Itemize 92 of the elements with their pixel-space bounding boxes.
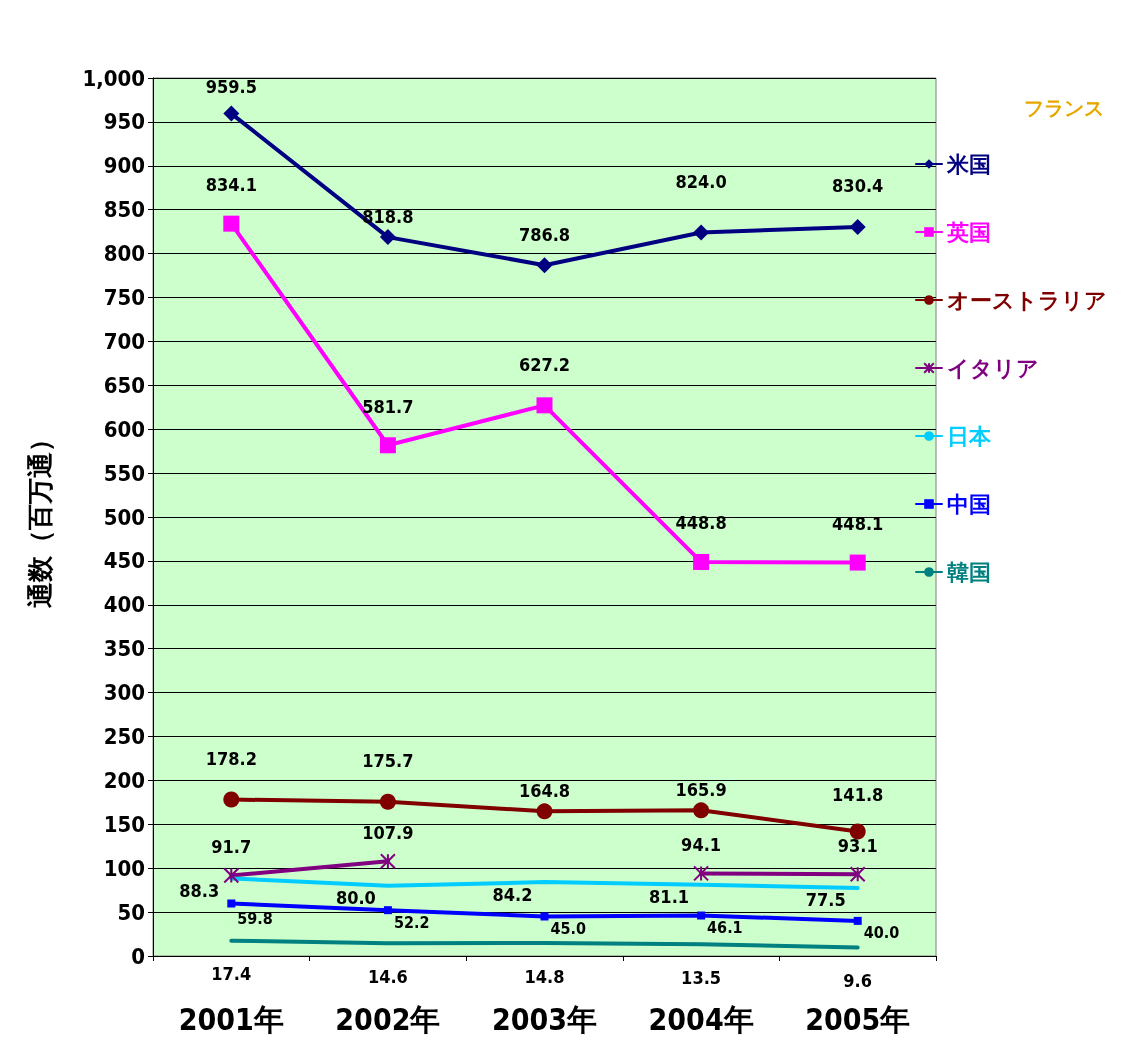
line-series (229, 938, 860, 950)
point (849, 218, 866, 235)
data-label: 627.2 (518, 353, 571, 375)
text: フランス (1024, 96, 1104, 120)
legend-label: イタリア (947, 355, 1039, 381)
point (693, 224, 710, 241)
y-tick-label: 700 (103, 328, 145, 354)
data-label: 77.5 (805, 889, 846, 911)
point (540, 912, 549, 921)
data-label: 14.8 (524, 965, 565, 987)
line-series (229, 876, 860, 890)
y-tick-label: 100 (103, 855, 145, 881)
y-tick-label: 450 (103, 548, 145, 574)
y-tick-label: 600 (103, 416, 145, 442)
point (853, 916, 862, 925)
data-label: 45.0 (550, 918, 587, 938)
point (849, 554, 866, 571)
point (849, 866, 866, 883)
data-label: 9.6 (843, 970, 873, 992)
data-label: 93.1 (837, 834, 878, 856)
data-label: 818.8 (362, 205, 414, 227)
point (223, 867, 240, 884)
point (693, 553, 710, 570)
data-label: 164.8 (518, 779, 571, 801)
point (693, 802, 710, 819)
data-label: 581.7 (362, 395, 414, 417)
data-label: 84.2 (492, 883, 533, 905)
y-tick-label: 300 (103, 680, 145, 706)
y-tick-label: 350 (103, 636, 145, 662)
y-tick-label: 550 (103, 460, 145, 486)
x-tick-label: 2001年 (178, 1001, 284, 1037)
data-label: 141.8 (832, 784, 884, 805)
y-tick-label: 900 (103, 153, 145, 179)
point (379, 853, 396, 870)
data-label: 824.0 (675, 171, 727, 193)
y-tick-label: 1,000 (82, 65, 145, 91)
legend-label: 英国 (946, 219, 991, 245)
y-tick-label: 200 (103, 767, 145, 793)
x-tick-label: 2005年 (805, 1001, 911, 1037)
y-tick-label: 150 (103, 811, 145, 837)
data-label: 175.7 (362, 750, 414, 772)
data-label: 165.9 (675, 778, 727, 800)
point (536, 257, 553, 274)
point (223, 791, 240, 808)
legend-label: オーストラリア (947, 287, 1107, 313)
point (383, 906, 392, 915)
legend-label: 米国 (946, 151, 991, 177)
point (379, 793, 396, 810)
y-tick-label: 250 (103, 724, 145, 749)
point (227, 899, 236, 908)
data-label: 14.6 (367, 965, 408, 987)
point (223, 105, 240, 122)
data-label: 94.1 (681, 833, 722, 855)
y-tick-label: 750 (103, 285, 145, 310)
point (379, 437, 396, 454)
data-label: 786.8 (518, 223, 571, 245)
x-tick-label: 2002年 (335, 1001, 441, 1037)
point (223, 215, 240, 232)
data-label: 52.2 (393, 912, 430, 932)
data-label: 107.9 (362, 821, 414, 843)
data-label: 830.4 (832, 175, 884, 197)
data-label: 88.3 (179, 879, 220, 901)
point (536, 397, 553, 414)
legend-label: 日本 (947, 423, 992, 449)
data-label: 81.1 (649, 886, 690, 908)
point (536, 803, 553, 820)
data-label: 834.1 (205, 174, 257, 196)
point (693, 865, 710, 882)
x-tick-label: 2004年 (648, 1001, 754, 1037)
x-tick-label: 2003年 (491, 1001, 598, 1037)
data-label: 46.1 (707, 918, 743, 938)
data-label: 80.0 (335, 887, 376, 909)
point (849, 823, 866, 840)
y-tick-label: 0 (131, 943, 145, 969)
legend-label: 中国 (947, 491, 991, 517)
y-axis-title: 通数（百万通） (25, 426, 55, 608)
data-label: 91.7 (211, 835, 252, 857)
y-tick-label: 50 (117, 899, 145, 925)
data-label: 178.2 (205, 748, 257, 770)
data-label: 17.4 (211, 963, 252, 985)
y-tick-label: 400 (103, 592, 145, 618)
point (697, 911, 706, 920)
y-tick-label: 950 (103, 109, 145, 135)
y-tick-label: 650 (103, 372, 145, 398)
data-label: 13.5 (681, 966, 722, 988)
data-label: 40.0 (863, 923, 900, 943)
legend-label: 韓国 (947, 559, 991, 585)
point (379, 229, 396, 246)
y-tick-label: 500 (103, 504, 145, 530)
data-label: 959.5 (205, 76, 257, 98)
y-tick-label: 850 (103, 197, 145, 223)
y-tick-label: 800 (103, 241, 145, 267)
